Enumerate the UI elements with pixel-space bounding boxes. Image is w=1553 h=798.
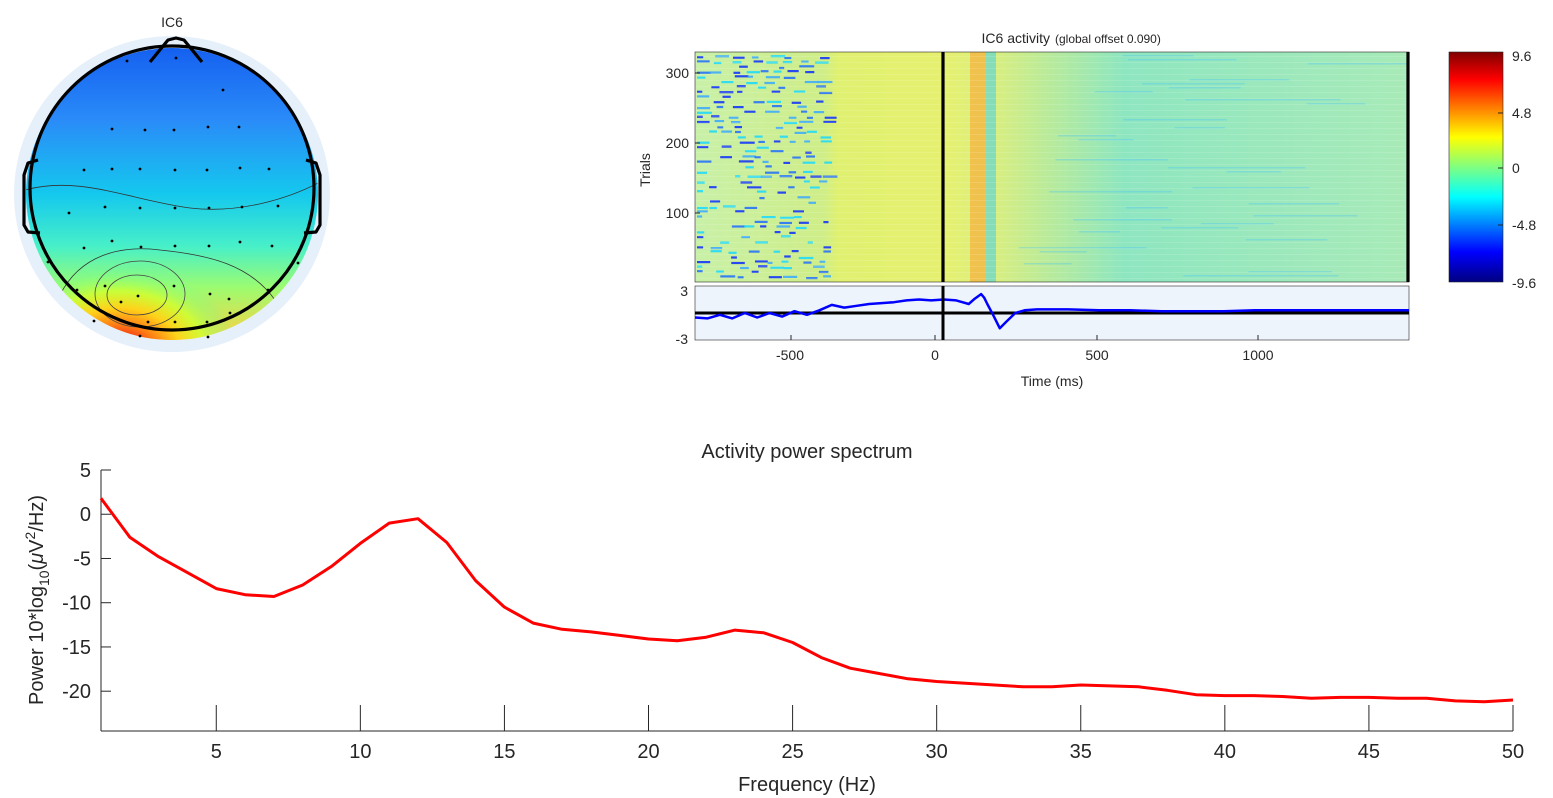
spectrum-title: Activity power spectrum [701,441,912,463]
spectrum-x-tick-label: 45 [1358,741,1380,763]
spectrum-x-tick-label: 20 [637,741,659,763]
spectrum-y-tick-label: -15 [62,637,91,659]
spectrum-y-tick-label: 0 [80,504,91,526]
spectrum-ylabel: Power 10*log10(μV2/Hz) [22,495,52,705]
trial-tick-label: 100 [666,205,690,221]
spectrum-x-ticks: 5 10 15 20 25 30 35 40 45 50 [211,705,1524,763]
colorbar-tick-label: 4.8 [1512,105,1532,121]
erpimage-panel: IC6 activity (global offset 0.090) Trial… [637,30,1536,389]
topoplot-title: IC6 [161,14,183,30]
topoplot-left-ear [22,158,41,235]
erp-tick-label: 3 [680,283,688,299]
erp-tick-label: -3 [676,331,689,347]
spectrum-y-tick-label: -10 [62,593,91,615]
spectrum-line [99,497,1514,704]
spectrum-line-group [99,497,1514,704]
spectrum-y-ticks: 5 0 -5 -10 -15 -20 [62,460,111,703]
erpimage-trials-image [695,52,1409,282]
erpimage-trial-ticks: 100 200 300 [666,65,700,221]
topoplot-contour-lower [59,248,276,301]
topoplot-contour-upper [26,181,318,210]
spectrum-y-tick-label: -20 [62,681,91,703]
erp-trace [694,292,1409,330]
erp-line [694,292,1409,330]
spectrum-x-tick-label: 50 [1502,741,1524,763]
topoplot-nose [148,36,204,64]
colorbar-ticks: 9.6 4.8 0 -4.8 -9.6 [1498,48,1536,291]
trial-tick-label: 300 [666,65,690,81]
spectrum-x-tick-label: 30 [926,741,948,763]
time-ticks: -500 0 500 1000 [776,335,1274,363]
spectrum-x-tick-label: 15 [493,741,515,763]
time-tick-label: 500 [1085,347,1109,363]
topoplot-hotspot [26,180,305,340]
spectrum-x-tick-label: 40 [1214,741,1236,763]
topoplot-right-ear [303,158,322,235]
spectrum-x-tick-label: 10 [349,741,371,763]
spectrum-y-tick-label: -5 [73,548,91,570]
erpimage-subtitle: (global offset 0.090) [1055,32,1161,46]
topoplot-contour-inner-2 [106,274,168,316]
time-tick-label: 1000 [1242,347,1273,363]
colorbar [1448,51,1504,283]
time-tick-label: 0 [931,347,939,363]
spectrum-x-tick-label: 35 [1070,741,1092,763]
topoplot: IC6 [14,14,330,352]
time-tick-label: -500 [776,347,804,363]
spectrum-y-tick-label: 5 [80,460,91,482]
spectrum-xlabel: Frequency (Hz) [738,774,876,796]
colorbar-tick-label: -9.6 [1512,275,1536,291]
spectrum-x-tick-label: 5 [211,741,222,763]
topoplot-head-outline [28,44,316,332]
trial-tick-label: 200 [666,135,690,151]
colorbar-tick-label: 9.6 [1512,48,1532,64]
topoplot-electrodes [46,56,300,339]
colorbar-tick-label: 0 [1512,160,1520,176]
spectrum-x-tick-label: 25 [781,741,803,763]
erpimage-xlabel: Time (ms) [1021,373,1083,389]
colorbar-tick-label: -4.8 [1512,217,1536,233]
erpimage-ylabel: Trials [637,153,653,187]
erpimage-title: IC6 activity [982,30,1050,46]
